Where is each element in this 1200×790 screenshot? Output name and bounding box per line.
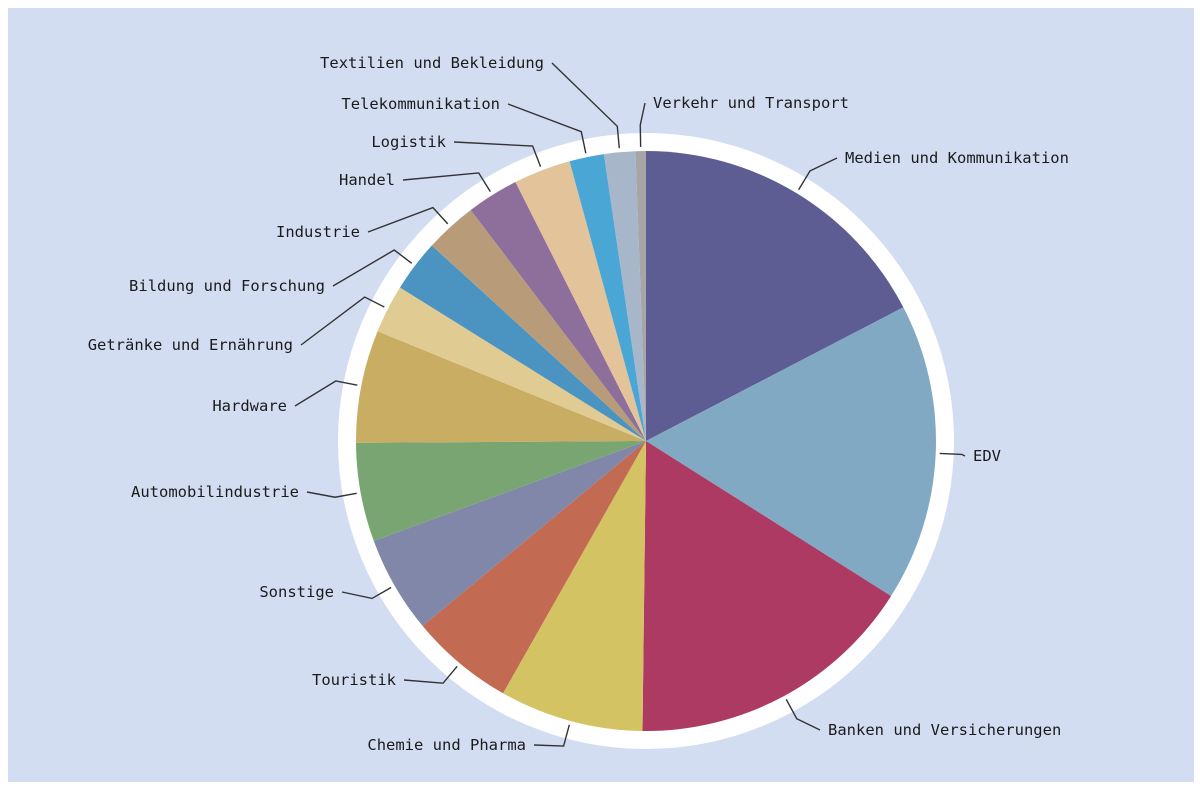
leader-line-sonstige bbox=[341, 586, 392, 600]
slice-label-hardware: Hardware bbox=[212, 397, 287, 415]
pie-slice-telekommunikation bbox=[569, 154, 646, 441]
pie-slice-hardware bbox=[356, 331, 646, 443]
slice-label-touristik: Touristik bbox=[312, 671, 397, 689]
pie-labels: Medien und Kommunikation EDV Banken und Ve… bbox=[88, 54, 1069, 754]
leader-line-handel bbox=[402, 172, 491, 192]
slice-label-bildung-und-forschung: Bildung und Forschung bbox=[129, 277, 325, 295]
pie-slice-bildung-und-forschung bbox=[399, 245, 646, 441]
leader-line-hardware bbox=[294, 380, 358, 407]
leader-line-logistik bbox=[453, 141, 542, 167]
pie-slice-verkehr-und-transport bbox=[635, 151, 646, 441]
slice-label-verkehr-und-transport: Verkehr und Transport bbox=[653, 94, 849, 112]
leader-line-telekommunikation bbox=[507, 103, 587, 154]
leader-line-chemie-und-pharma bbox=[533, 724, 571, 747]
leader-line-getraenke-und-ernaehrung bbox=[300, 296, 385, 346]
pie-slice-logistik bbox=[515, 161, 646, 441]
chart-frame: Medien und Kommunikation EDV Banken und Ve… bbox=[8, 8, 1194, 782]
slice-label-sonstige: Sonstige bbox=[259, 583, 334, 601]
slice-label-automobilindustrie: Automobilindustrie bbox=[131, 483, 299, 501]
leader-line-industrie bbox=[367, 206, 449, 233]
leader-line-medien-und-kommunikation bbox=[798, 157, 838, 191]
pie-slice-handel bbox=[470, 182, 646, 441]
pie-slice-sonstige bbox=[373, 441, 646, 626]
pie-slice-banken-und-versicherungen bbox=[642, 441, 892, 731]
pie-slice-touristik bbox=[422, 441, 646, 694]
slice-label-textilien-und-bekleidung: Textilien und Bekleidung bbox=[320, 54, 544, 72]
leader-line-bildung-und-forschung bbox=[332, 249, 413, 287]
leader-line-textilien-und-bekleidung bbox=[551, 62, 620, 149]
slice-label-edv: EDV bbox=[973, 447, 1001, 465]
slice-label-banken-und-versicherungen: Banken und Versicherungen bbox=[828, 721, 1061, 739]
leader-line-automobilindustrie bbox=[306, 491, 357, 498]
pie-slice-industrie bbox=[431, 209, 646, 441]
leader-line-touristik bbox=[403, 665, 458, 684]
pie-slice-chemie-und-pharma bbox=[503, 441, 646, 731]
leader-line-verkehr-und-transport bbox=[639, 102, 646, 148]
slice-label-telekommunikation: Telekommunikation bbox=[341, 95, 500, 113]
slice-label-getraenke-und-ernaehrung: Getränke und Ernährung bbox=[88, 336, 293, 354]
pie-slice-medien-und-kommunikation bbox=[646, 151, 904, 441]
pie-slice-textilien-und-bekleidung bbox=[603, 151, 646, 441]
leader-line-banken-und-versicherungen bbox=[785, 699, 821, 731]
slice-label-medien-und-kommunikation: Medien und Kommunikation bbox=[845, 149, 1069, 167]
pie-slices bbox=[356, 151, 936, 731]
pie-slice-getraenke-und-ernaehrung bbox=[377, 287, 646, 441]
pie-slice-edv bbox=[646, 307, 936, 597]
pie-chart: Medien und Kommunikation EDV Banken und Ve… bbox=[88, 54, 1069, 754]
slice-label-logistik: Logistik bbox=[371, 133, 446, 151]
slice-label-industrie: Industrie bbox=[276, 223, 360, 241]
slice-label-chemie-und-pharma: Chemie und Pharma bbox=[367, 736, 526, 754]
pie-slice-automobilindustrie bbox=[356, 441, 646, 541]
slice-label-handel: Handel bbox=[339, 171, 395, 189]
leader-line-edv bbox=[939, 452, 966, 457]
